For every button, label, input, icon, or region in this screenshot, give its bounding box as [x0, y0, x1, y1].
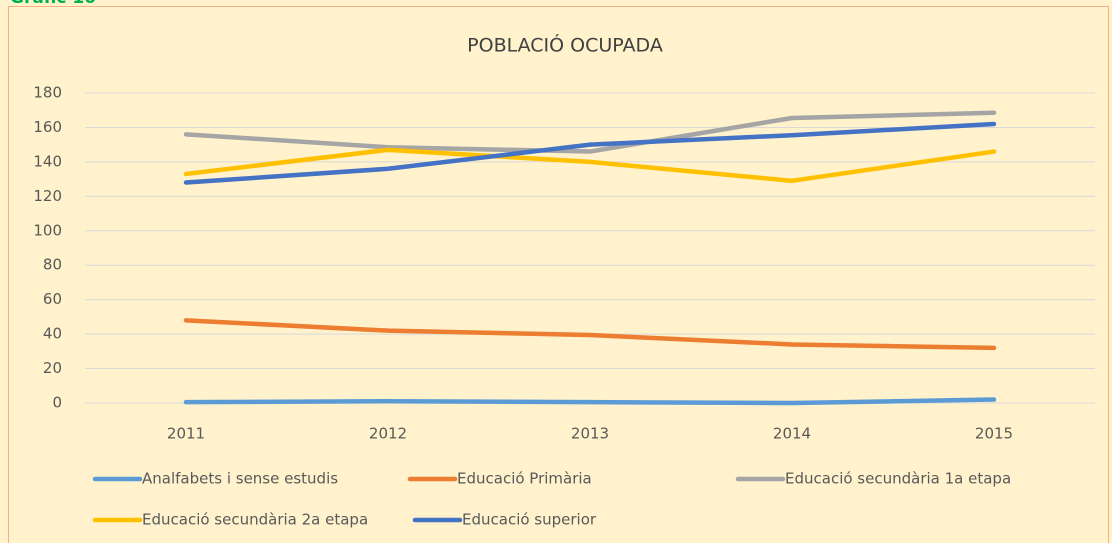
legend-label: Analfabets i sense estudis [142, 470, 338, 488]
x-tick-label: 2011 [167, 425, 205, 443]
y-tick-label: 120 [33, 187, 62, 205]
series-line [183, 397, 997, 406]
x-tick-label: 2012 [369, 425, 407, 443]
y-tick-label: 180 [33, 84, 62, 102]
y-tick-label: 140 [33, 152, 62, 170]
series-line [183, 318, 997, 351]
y-tick-label: 0 [52, 394, 62, 412]
x-tick-label: 2015 [975, 425, 1013, 443]
legend-label: Educació secundària 2a etapa [142, 511, 368, 529]
series-line [183, 147, 997, 184]
legend-label: Educació Primària [457, 470, 592, 488]
y-tick-label: 20 [43, 359, 62, 377]
legend-label: Educació superior [462, 511, 597, 529]
heading: Gràfic 10 [10, 0, 96, 8]
x-tick-label: 2014 [773, 425, 811, 443]
chart-title: POBLACIÓ OCUPADA [467, 33, 663, 57]
y-tick-label: 80 [43, 256, 62, 274]
chart-frame [8, 6, 1109, 543]
x-tick-label: 2013 [571, 425, 609, 443]
series-line [183, 110, 997, 154]
legend-label: Educació secundària 1a etapa [785, 470, 1011, 488]
series-line [183, 121, 997, 185]
y-tick-label: 40 [43, 325, 62, 343]
y-tick-label: 160 [33, 118, 62, 136]
y-tick-label: 100 [33, 221, 62, 239]
y-tick-label: 60 [43, 290, 62, 308]
